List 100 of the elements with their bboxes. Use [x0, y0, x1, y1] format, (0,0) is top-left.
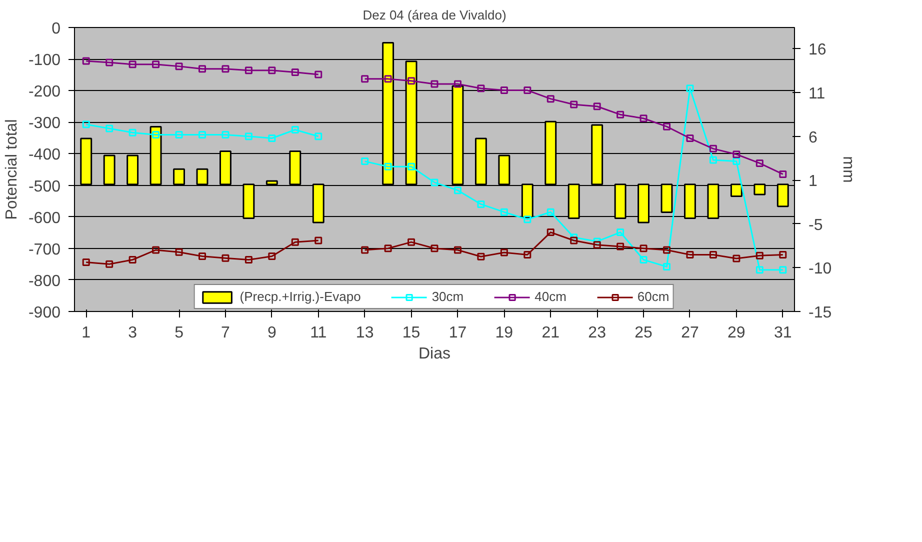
- bar: [568, 184, 580, 219]
- point: [640, 256, 648, 264]
- bar: [266, 180, 278, 186]
- point: [756, 266, 764, 274]
- point: [152, 131, 160, 139]
- point: [570, 234, 578, 242]
- point: [779, 266, 787, 274]
- point: [732, 150, 740, 158]
- bar: [614, 184, 626, 219]
- point: [430, 244, 438, 252]
- bar: [219, 150, 232, 186]
- point: [82, 57, 90, 65]
- point: [408, 77, 416, 85]
- x-tick-label: 31: [774, 324, 792, 342]
- point: [222, 131, 230, 139]
- y-tick-label: -500: [28, 178, 61, 196]
- point: [454, 246, 462, 254]
- point: [477, 252, 485, 260]
- bar: [638, 184, 650, 224]
- legend-label: 40cm: [534, 289, 566, 304]
- point: [686, 250, 694, 258]
- point: [128, 60, 136, 68]
- point: [663, 246, 671, 254]
- bar: [289, 150, 302, 186]
- y-tick-label: -600: [28, 210, 61, 227]
- point: [570, 100, 578, 108]
- y-axis-title: Potencial total: [3, 119, 20, 220]
- point: [314, 70, 322, 78]
- x-tick-label: 11: [310, 324, 327, 342]
- point: [175, 62, 183, 70]
- point: [384, 162, 392, 170]
- bar: [707, 184, 720, 219]
- point: [106, 58, 114, 66]
- bar: [776, 184, 789, 208]
- point: [152, 246, 160, 254]
- bar: [474, 138, 487, 186]
- bar: [126, 154, 139, 186]
- x-tick-label: 23: [588, 324, 606, 342]
- point: [732, 254, 740, 262]
- point: [175, 131, 183, 139]
- point: [546, 208, 554, 216]
- x-tick-label: 7: [221, 324, 230, 342]
- bar: [498, 154, 510, 186]
- point: [709, 250, 717, 258]
- bar: [196, 168, 208, 186]
- bar: [80, 138, 92, 186]
- y2-tick-label: -10: [808, 260, 832, 278]
- bar: [730, 184, 742, 197]
- point: [198, 131, 206, 139]
- legend-label: (Precp.+Irrig.)-Evapo: [240, 289, 361, 304]
- point: [477, 200, 485, 208]
- point: [198, 252, 206, 260]
- point: [477, 84, 485, 92]
- bar: [103, 154, 116, 186]
- point: [454, 80, 462, 88]
- x-tick-label: 19: [495, 324, 514, 342]
- y2-tick-label: 1: [808, 173, 818, 190]
- y2-axis-title: mm: [840, 156, 857, 183]
- point: [361, 246, 369, 254]
- point: [408, 238, 416, 246]
- point: [244, 132, 252, 140]
- x-tick-label: 29: [728, 324, 746, 342]
- point: [779, 250, 787, 258]
- point: [152, 60, 160, 68]
- point: [686, 84, 694, 92]
- legend-label: 30cm: [432, 289, 464, 304]
- point: [593, 102, 601, 110]
- bar: [242, 184, 255, 219]
- point: [500, 208, 508, 216]
- y-tick-label: -800: [28, 272, 61, 290]
- point: [663, 122, 671, 130]
- point: [500, 248, 508, 256]
- point: [756, 159, 764, 167]
- point: [361, 75, 369, 83]
- x-tick-label: 9: [267, 324, 276, 342]
- x-tick-label: 1: [82, 324, 91, 342]
- y-tick-label: -400: [28, 146, 61, 164]
- point: [756, 252, 764, 260]
- point: [268, 252, 276, 260]
- point: [82, 258, 90, 266]
- point: [291, 126, 299, 134]
- point: [82, 120, 90, 128]
- point: [570, 236, 578, 244]
- point: [384, 75, 392, 83]
- point: [408, 162, 416, 170]
- point: [314, 236, 322, 244]
- x-tick-label: 25: [634, 324, 653, 342]
- bar: [591, 124, 604, 186]
- y-tick-label: -200: [28, 84, 61, 101]
- x-tick-label: 27: [681, 324, 699, 342]
- point: [709, 156, 717, 164]
- point: [732, 158, 740, 166]
- point: [593, 241, 601, 249]
- y-tick-label: -300: [28, 115, 61, 132]
- point: [198, 65, 206, 73]
- bar: [544, 120, 557, 186]
- point: [454, 186, 462, 194]
- y2-tick-label: -15: [808, 304, 832, 322]
- point: [546, 228, 554, 236]
- x-tick-label: 15: [402, 324, 420, 342]
